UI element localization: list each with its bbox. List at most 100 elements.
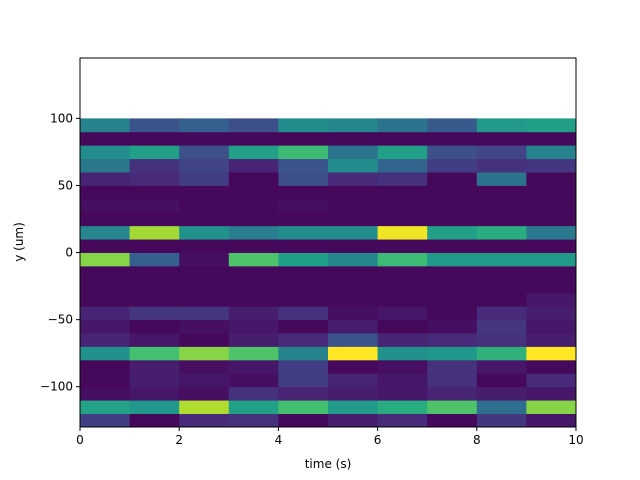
heatmap-cell bbox=[80, 198, 130, 213]
x-tick-label: 0 bbox=[76, 433, 84, 447]
heatmap-cell bbox=[179, 118, 230, 133]
heatmap-cell bbox=[129, 400, 180, 414]
heatmap-cell bbox=[476, 265, 527, 280]
heatmap-cell bbox=[228, 158, 279, 173]
heatmap-cell bbox=[476, 252, 527, 267]
heatmap-cell bbox=[179, 239, 230, 253]
heatmap-cell bbox=[278, 239, 329, 253]
x-tick-label: 8 bbox=[473, 433, 481, 447]
heatmap-cell bbox=[179, 306, 230, 321]
heatmap-cell bbox=[129, 198, 180, 213]
heatmap-cell bbox=[129, 158, 180, 173]
heatmap-cell bbox=[80, 265, 130, 280]
y-axis-label: y (um) bbox=[12, 222, 26, 262]
heatmap-cell bbox=[526, 346, 577, 361]
heatmap-cell bbox=[328, 413, 378, 428]
heatmap-cell bbox=[377, 319, 428, 334]
heatmap-cell bbox=[80, 239, 130, 253]
heatmap-cell bbox=[129, 172, 180, 186]
heatmap-cell bbox=[328, 198, 378, 213]
heatmap-cell bbox=[278, 265, 329, 280]
heatmap-cell bbox=[476, 359, 527, 374]
y-tick-label: −100 bbox=[40, 380, 73, 394]
heatmap-cell bbox=[526, 306, 577, 321]
heatmap-cell bbox=[328, 225, 378, 240]
heatmap-cell bbox=[526, 279, 577, 294]
heatmap-cell bbox=[228, 333, 279, 347]
heatmap-cell bbox=[80, 279, 130, 294]
heatmap-cell bbox=[80, 319, 130, 334]
heatmap-cell bbox=[228, 239, 279, 253]
heatmap-cell bbox=[129, 386, 180, 401]
heatmap-cell bbox=[377, 158, 428, 173]
x-tick-label: 2 bbox=[175, 433, 183, 447]
heatmap-cell bbox=[526, 145, 577, 160]
heatmap-cell bbox=[427, 131, 478, 146]
heatmap-cell bbox=[80, 373, 130, 388]
heatmap-cell bbox=[228, 306, 279, 321]
heatmap-cell bbox=[179, 252, 230, 267]
heatmap-cell bbox=[476, 306, 527, 321]
heatmap-cells bbox=[80, 118, 577, 428]
heatmap-cell bbox=[328, 333, 378, 347]
heatmap-cell bbox=[377, 359, 428, 374]
heatmap-cell bbox=[526, 212, 577, 227]
heatmap-cell bbox=[427, 359, 478, 374]
heatmap-cell bbox=[377, 198, 428, 213]
heatmap-cell bbox=[80, 346, 130, 361]
heatmap-cell bbox=[526, 413, 577, 428]
heatmap-cell bbox=[328, 185, 378, 200]
heatmap-cell bbox=[228, 265, 279, 280]
heatmap-cell bbox=[228, 185, 279, 200]
heatmap-cell bbox=[228, 279, 279, 294]
heatmap-cell bbox=[526, 292, 577, 307]
heatmap-cell bbox=[228, 346, 279, 361]
heatmap-cell bbox=[526, 319, 577, 334]
heatmap-cell bbox=[278, 145, 329, 160]
y-tick-label: −50 bbox=[48, 313, 73, 327]
heatmap-cell bbox=[179, 346, 230, 361]
heatmap-cell bbox=[129, 373, 180, 388]
heatmap-cell bbox=[129, 333, 180, 347]
heatmap-cell bbox=[129, 131, 180, 146]
heatmap-cell bbox=[328, 346, 378, 361]
heatmap-cell bbox=[377, 386, 428, 401]
heatmap-cell bbox=[278, 386, 329, 401]
heatmap-cell bbox=[179, 172, 230, 186]
heatmap-cell bbox=[427, 292, 478, 307]
heatmap-cell bbox=[377, 185, 428, 200]
heatmap-cell bbox=[476, 319, 527, 334]
heatmap-cell bbox=[328, 306, 378, 321]
heatmap-cell bbox=[129, 252, 180, 267]
heatmap-cell bbox=[476, 413, 527, 428]
heatmap-cell bbox=[476, 239, 527, 253]
heatmap-cell bbox=[427, 145, 478, 160]
heatmap-cell bbox=[427, 172, 478, 186]
heatmap-cell bbox=[278, 172, 329, 186]
x-tick-label: 10 bbox=[568, 433, 583, 447]
heatmap-cell bbox=[427, 252, 478, 267]
plot-frame bbox=[79, 57, 577, 428]
heatmap-cell bbox=[328, 400, 378, 414]
heatmap-cell bbox=[328, 279, 378, 294]
x-axis-ticks: 0 2 4 6 8 10 bbox=[76, 427, 584, 447]
heatmap-cell bbox=[427, 279, 478, 294]
heatmap-cell bbox=[129, 225, 180, 240]
heatmap-cell bbox=[476, 279, 527, 294]
heatmap-cell bbox=[228, 386, 279, 401]
heatmap-cell bbox=[427, 319, 478, 334]
heatmap-cell bbox=[80, 333, 130, 347]
heatmap-cell bbox=[427, 373, 478, 388]
heatmap-cell bbox=[278, 413, 329, 428]
heatmap-cell bbox=[179, 292, 230, 307]
heatmap-cell bbox=[377, 118, 428, 133]
heatmap-cell bbox=[526, 400, 577, 414]
heatmap-cell bbox=[328, 373, 378, 388]
heatmap-cell bbox=[278, 118, 329, 133]
heatmap-cell bbox=[278, 198, 329, 213]
heatmap-cell bbox=[179, 198, 230, 213]
heatmap-cell bbox=[526, 198, 577, 213]
heatmap-cell bbox=[228, 413, 279, 428]
heatmap-cell bbox=[278, 131, 329, 146]
